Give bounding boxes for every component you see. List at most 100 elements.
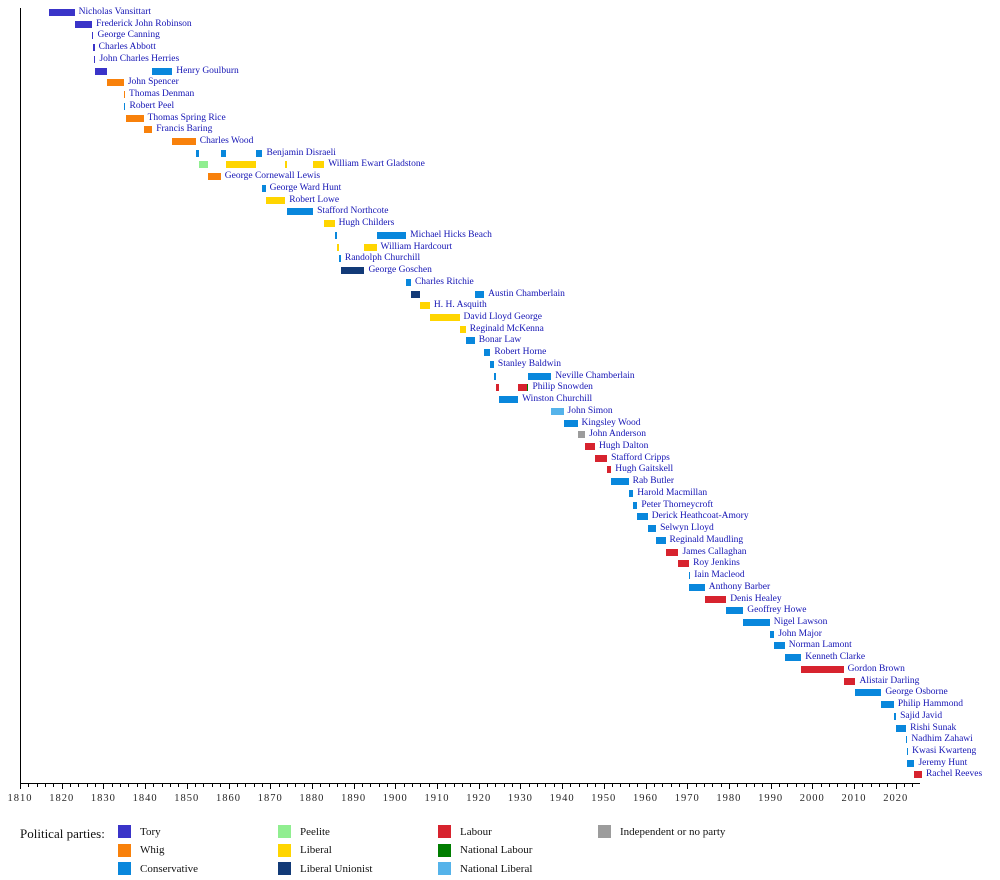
legend-swatch-liberal_unionist xyxy=(278,862,291,876)
term-bar xyxy=(124,102,126,110)
minor-tick xyxy=(595,783,597,787)
chancellor-label: Derick Heathcoat-Amory xyxy=(651,511,749,522)
chancellor-label: Denis Healey xyxy=(730,593,782,604)
minor-tick xyxy=(787,783,789,787)
minor-tick xyxy=(670,783,672,787)
chancellor-label: Geoffrey Howe xyxy=(747,605,807,616)
major-tick xyxy=(61,783,63,789)
major-tick xyxy=(478,783,480,789)
minor-tick xyxy=(178,783,180,787)
term-bar xyxy=(563,419,578,427)
term-bar xyxy=(726,607,744,615)
minor-tick xyxy=(170,783,172,787)
chancellor-label: Charles Wood xyxy=(199,136,254,147)
chancellor-label: Austin Chamberlain xyxy=(488,288,565,299)
chancellor-label: Stanley Baldwin xyxy=(497,358,561,369)
x-tick-label: 1900 xyxy=(382,793,408,804)
minor-tick xyxy=(253,783,255,787)
chancellor-label: Frederick John Robinson xyxy=(96,18,192,29)
term-bar xyxy=(528,372,552,380)
minor-tick xyxy=(445,783,447,787)
legend-label-liberal_unionist: Liberal Unionist xyxy=(300,862,373,875)
term-bar xyxy=(906,747,909,755)
x-tick-label: 2000 xyxy=(799,793,825,804)
minor-tick xyxy=(720,783,722,787)
term-bar xyxy=(143,126,153,134)
term-bar xyxy=(881,701,894,709)
major-tick xyxy=(186,783,188,789)
chancellor-label: Stafford Northcote xyxy=(317,206,389,217)
chancellor-label: Bonar Law xyxy=(478,335,522,346)
minor-tick xyxy=(328,783,330,787)
chancellor-label: Randolph Churchill xyxy=(344,253,421,264)
minor-tick xyxy=(403,783,405,787)
term-bar xyxy=(518,384,528,392)
x-tick-label: 1990 xyxy=(758,793,784,804)
minor-tick xyxy=(453,783,455,787)
minor-tick xyxy=(653,783,655,787)
minor-tick xyxy=(411,783,413,787)
major-tick xyxy=(520,783,522,789)
chancellor-label: Roy Jenkins xyxy=(693,558,740,569)
minor-tick xyxy=(336,783,338,787)
major-tick xyxy=(20,783,21,789)
term-bar xyxy=(262,184,266,192)
chancellor-label: Kwasi Kwarteng xyxy=(912,745,977,756)
term-bar xyxy=(429,313,460,321)
chancellor-label: William Ewart Gladstone xyxy=(328,159,425,170)
x-tick-label: 1910 xyxy=(424,793,450,804)
chancellor-label: William Hardcourt xyxy=(380,241,453,252)
term-bar xyxy=(628,489,634,497)
chancellor-label: H. H. Asquith xyxy=(433,300,487,311)
chancellor-label: Rachel Reeves xyxy=(925,769,983,780)
legend-label-conservative: Conservative xyxy=(140,862,199,875)
legend-swatch-labour xyxy=(438,825,451,838)
minor-tick xyxy=(487,783,489,787)
minor-tick xyxy=(295,783,297,787)
minor-tick xyxy=(211,783,213,787)
minor-tick xyxy=(286,783,288,787)
minor-tick xyxy=(528,783,530,787)
term-bar xyxy=(689,583,705,591)
minor-tick xyxy=(879,783,881,787)
legend-label-whig: Whig xyxy=(140,844,165,857)
minor-tick xyxy=(203,783,205,787)
term-bar xyxy=(364,243,377,251)
term-bar xyxy=(843,677,856,685)
term-bar xyxy=(551,407,564,415)
major-tick xyxy=(562,783,564,789)
chancellor-label: Gordon Brown xyxy=(847,663,905,674)
minor-tick xyxy=(870,783,872,787)
legend-label-liberal: Liberal xyxy=(300,844,332,857)
major-tick xyxy=(353,783,355,789)
term-bar xyxy=(123,91,126,99)
minor-tick xyxy=(837,783,839,787)
x-tick-label: 2020 xyxy=(883,793,909,804)
major-tick xyxy=(395,783,397,789)
term-bar xyxy=(313,161,325,169)
minor-tick xyxy=(587,783,589,787)
x-tick-label: 1850 xyxy=(174,793,200,804)
term-bar xyxy=(495,384,499,392)
term-bar xyxy=(743,618,770,626)
term-bar xyxy=(287,208,314,216)
term-bar xyxy=(265,196,286,204)
x-tick-label: 1970 xyxy=(674,793,700,804)
chancellor-label: Selwyn Lloyd xyxy=(660,523,714,534)
term-bar xyxy=(195,149,200,157)
minor-tick xyxy=(120,783,122,787)
term-bar xyxy=(647,525,657,533)
minor-tick xyxy=(887,783,889,787)
chancellor-label: Sajid Javid xyxy=(900,710,943,721)
x-tick-label: 1890 xyxy=(341,793,367,804)
minor-tick xyxy=(828,783,830,787)
term-bar xyxy=(906,736,908,744)
minor-tick xyxy=(428,783,430,787)
legend-swatch-peelite xyxy=(278,825,291,838)
minor-tick xyxy=(537,783,539,787)
minor-tick xyxy=(512,783,514,787)
chancellor-label: Iain Macleod xyxy=(694,570,745,581)
chancellor-label: Robert Lowe xyxy=(289,194,340,205)
chancellor-label: John Major xyxy=(778,628,822,639)
minor-tick xyxy=(778,783,780,787)
